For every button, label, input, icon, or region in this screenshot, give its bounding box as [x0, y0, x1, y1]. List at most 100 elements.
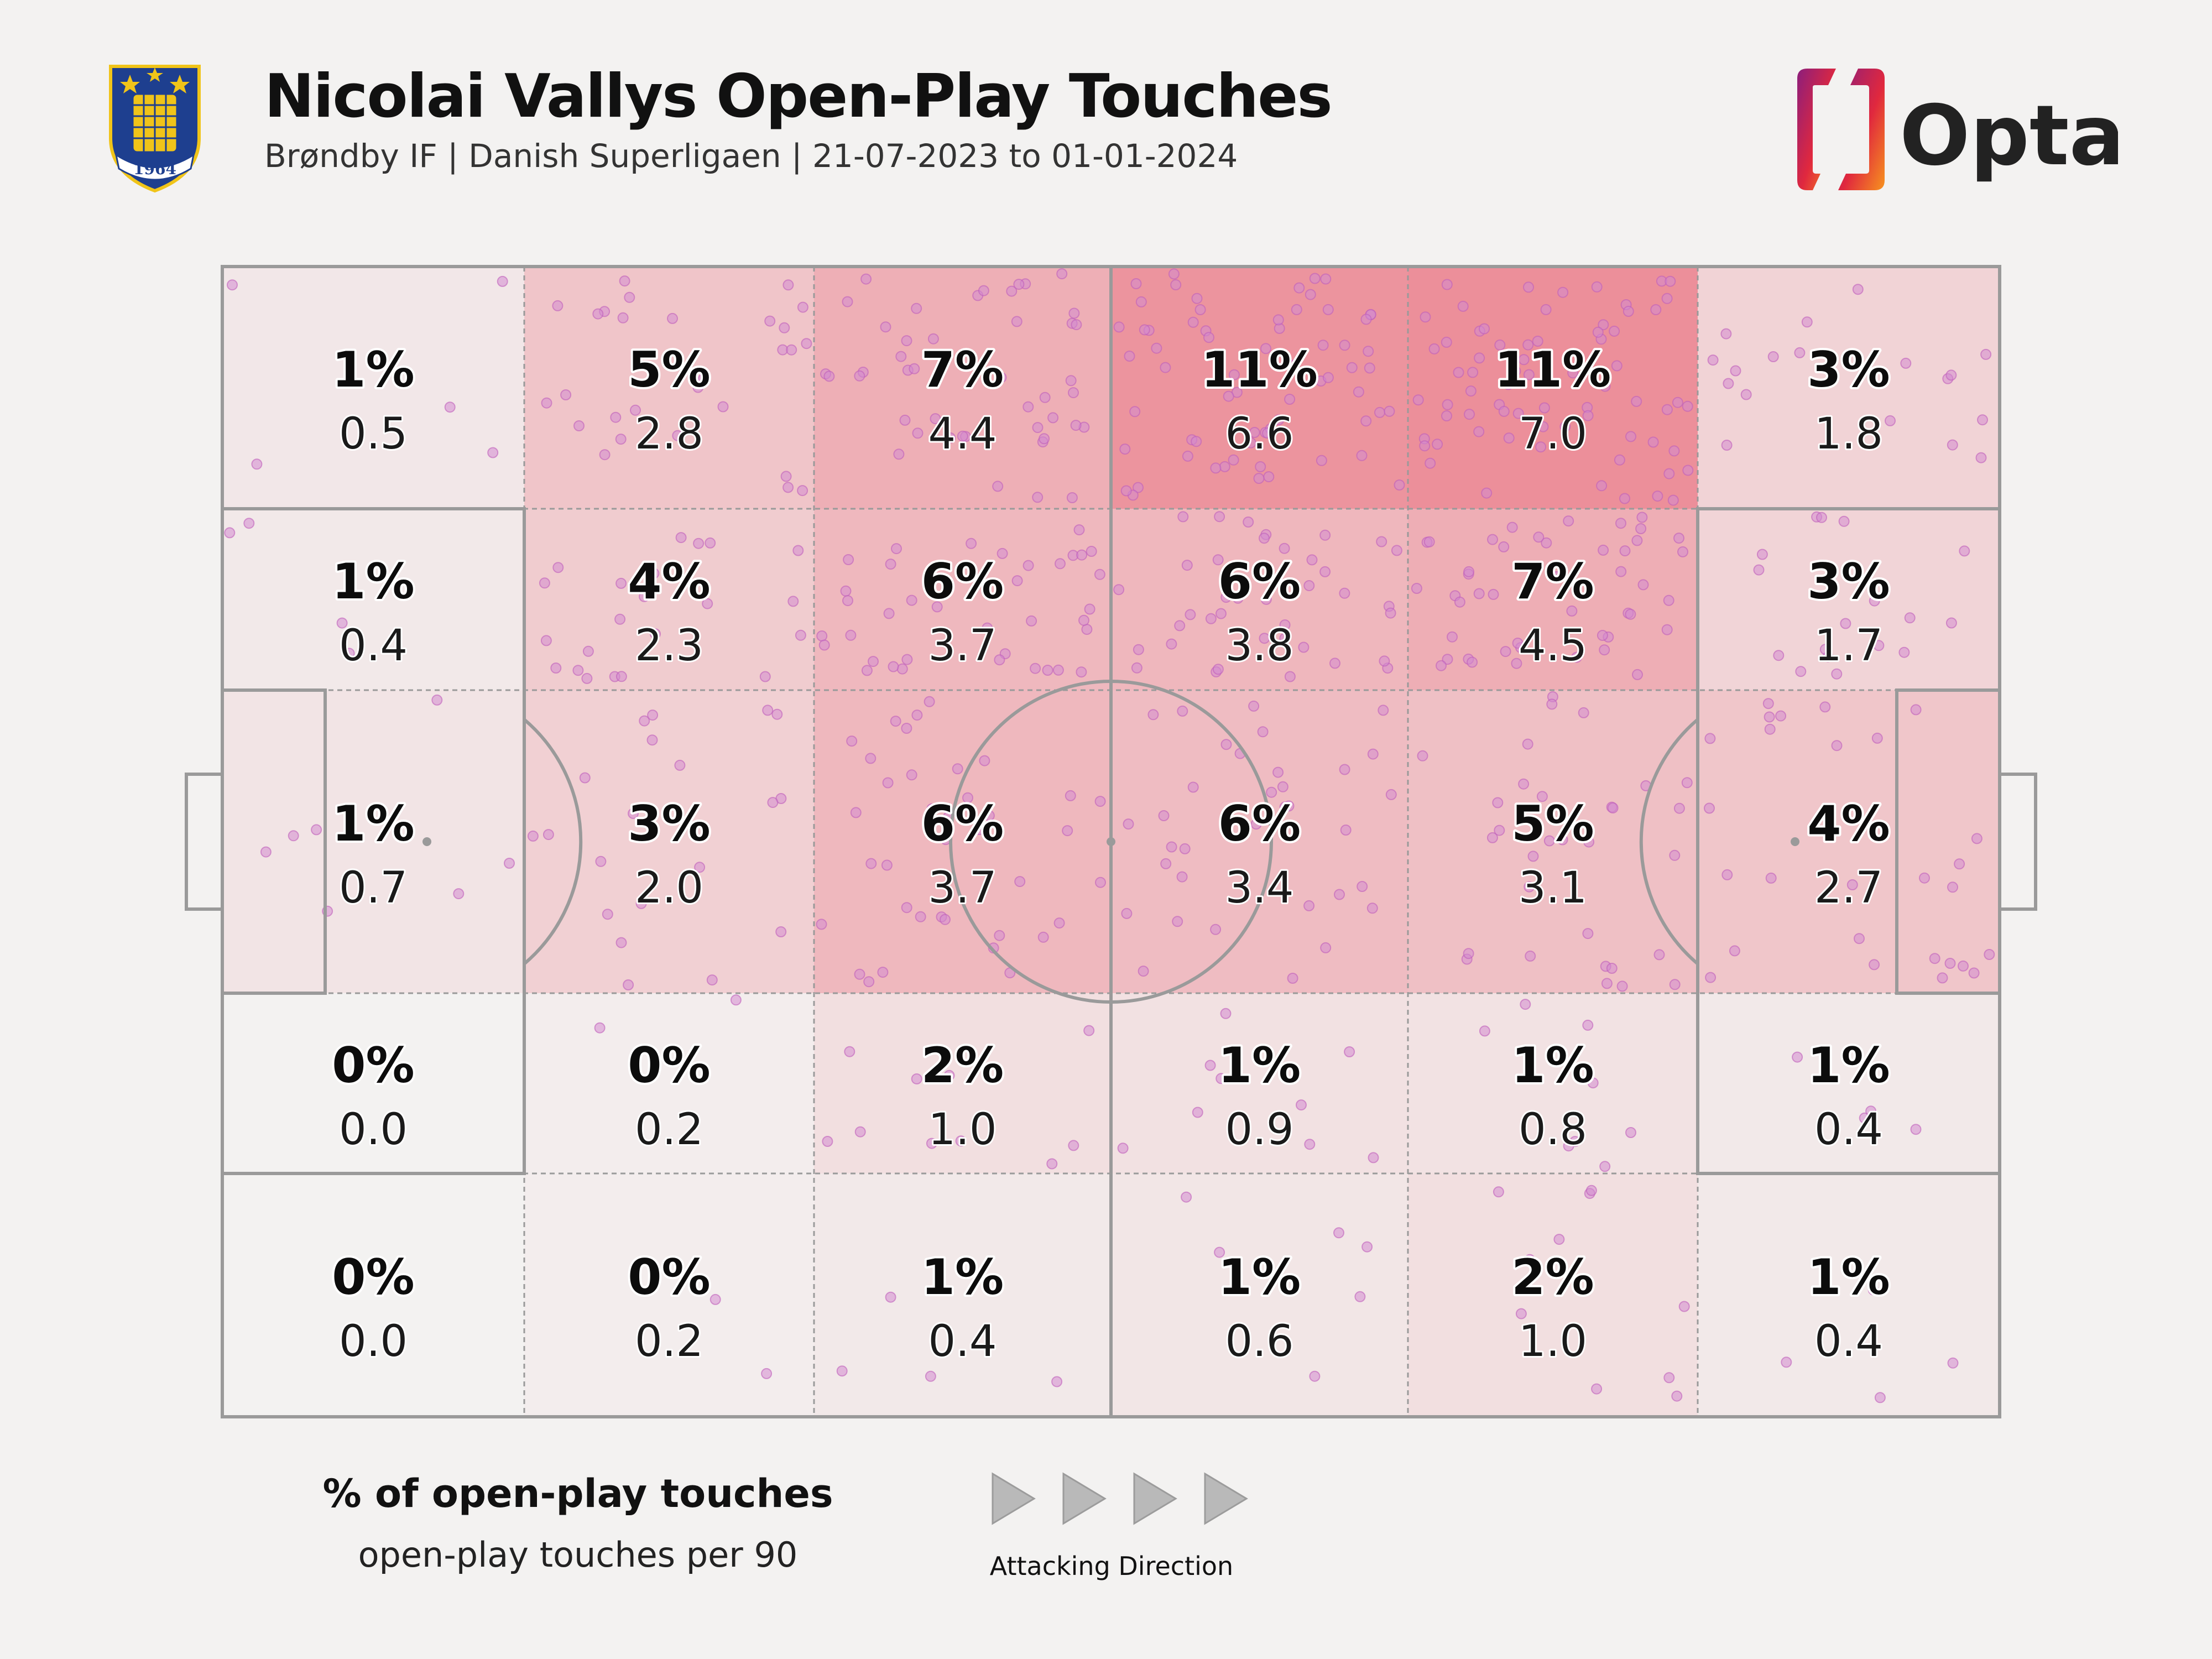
touch-dot [615, 671, 627, 682]
touch-dot [667, 312, 678, 324]
touch-dot [1773, 650, 1785, 661]
touch-dot [1980, 348, 1992, 360]
touch-dot [1052, 664, 1064, 676]
touch-dot [1467, 367, 1479, 378]
touch-dot [288, 830, 299, 842]
touch-dot [930, 413, 941, 425]
touch-dot [1682, 465, 1694, 476]
touch-dot [1764, 711, 1775, 723]
touch-dot [1425, 457, 1436, 469]
touch-dot [1625, 608, 1636, 620]
touch-dot [674, 759, 686, 771]
touch-dot [925, 1370, 936, 1382]
zone-percent-label: 5% [1511, 795, 1594, 852]
touch-dot [1871, 732, 1883, 744]
touch-dot [1566, 605, 1578, 617]
zone-per90-label: 1.0 [1519, 1317, 1587, 1366]
touch-dot [1068, 1140, 1079, 1151]
touch-dot [615, 937, 627, 948]
touch-dot [885, 559, 896, 570]
touch-dot [1661, 624, 1673, 635]
touch-dot [1056, 268, 1068, 280]
touch-dot [1022, 560, 1034, 571]
touch-dot [1569, 1136, 1581, 1147]
heat-zone-r3-c3 [814, 690, 1111, 993]
zone-percent-label: 1% [921, 1249, 1004, 1306]
touch-dot [779, 322, 790, 333]
touch-dot [539, 577, 550, 589]
touch-dot [552, 300, 564, 311]
touch-dot [1366, 902, 1378, 914]
touch-dot [1984, 949, 1995, 960]
heat-zone-r3-c4 [1111, 690, 1408, 993]
touch-dot [1947, 1357, 1959, 1369]
touch-dot [1673, 802, 1685, 814]
touch-dot [1333, 1227, 1344, 1239]
touch-dot [1578, 707, 1589, 718]
touch-dot [1582, 928, 1594, 940]
touch-dot [1273, 414, 1285, 426]
touch-dot [1673, 533, 1684, 544]
touch-dot [615, 434, 627, 445]
touch-dot [1182, 450, 1193, 462]
touch-dot [1587, 1077, 1599, 1089]
touch-dot [786, 344, 797, 356]
touch-dot [1958, 960, 1969, 972]
touch-dot [1954, 858, 1965, 870]
touch-dot [780, 471, 792, 482]
heat-zone-r3-c1 [222, 690, 524, 993]
touch-dot [1945, 369, 1957, 381]
attacking-direction-label: Attacking Direction [989, 1551, 1234, 1581]
touch-dot [1053, 917, 1065, 929]
touch-dot [1172, 916, 1183, 927]
touch-dot [1084, 603, 1095, 615]
touch-dot [1047, 412, 1059, 424]
touch-dot [1291, 304, 1302, 315]
touch-dot [709, 1293, 721, 1305]
touch-dot [615, 577, 627, 589]
touch-dot [1765, 872, 1777, 884]
touch-dot [1910, 704, 1922, 716]
touch-dot [1368, 1152, 1379, 1164]
touch-dot [1532, 336, 1543, 347]
touch-dot [1253, 473, 1265, 484]
touch-dot [896, 663, 908, 675]
touch-dot [1479, 323, 1490, 335]
touch-dot [1663, 594, 1674, 606]
touch-dot [595, 855, 607, 867]
touch-dot [1512, 638, 1524, 649]
direction-arrow-icon [1204, 1472, 1248, 1525]
touch-dot [1859, 1112, 1870, 1124]
touch-dot [1463, 948, 1474, 959]
touch-dot [1557, 286, 1569, 298]
touch-dot [1266, 786, 1277, 798]
touch-dot [1339, 587, 1350, 599]
zone-per90-label: 1.7 [1814, 621, 1883, 671]
touch-dot [1203, 332, 1214, 343]
touch-dot [1263, 471, 1275, 483]
touch-dot [1065, 790, 1076, 801]
touch-dot [692, 382, 704, 393]
touch-dot [1384, 405, 1395, 417]
touch-dot [630, 404, 641, 416]
touch-dot [1391, 545, 1402, 556]
chart-title: Nicolai Vallys Open-Play Touches [264, 62, 1333, 131]
touch-dot [1533, 531, 1545, 543]
touch-dot [1070, 420, 1082, 431]
touch-dot [1120, 485, 1132, 497]
heat-zone-r4-c4 [1111, 993, 1408, 1173]
touch-dot [1094, 568, 1105, 580]
brondby-crest-logo: 1964 [109, 65, 201, 193]
touch-dot [1037, 931, 1049, 943]
touch-dot [1303, 580, 1315, 591]
touch-dot [628, 808, 639, 819]
touch-dot [995, 372, 1007, 383]
touch-dot [706, 974, 718, 986]
chart-subtitle: Brøndby IF | Danish Superligaen | 21-07-… [264, 137, 1238, 175]
touch-dot [504, 858, 515, 869]
touch-dot [1520, 999, 1531, 1010]
touch-dot [1385, 789, 1397, 800]
touch-dot [1081, 624, 1093, 635]
touch-dot [647, 709, 659, 721]
